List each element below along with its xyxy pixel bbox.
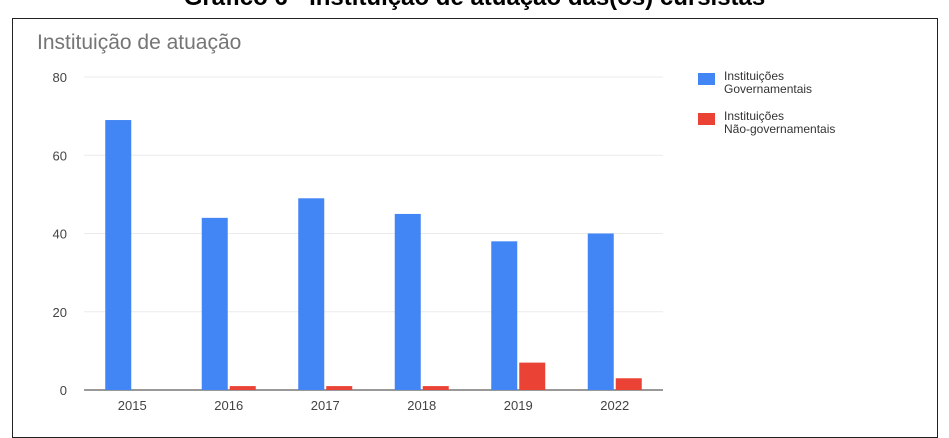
chart-frame — [12, 18, 938, 438]
chart-title: Instituição de atuação — [37, 31, 242, 54]
legend-label: Instituições Governamentais — [724, 69, 812, 96]
x-tick-label: 2017 — [311, 398, 340, 413]
bar-nao-governamentais — [229, 386, 256, 390]
x-tick-label: 2015 — [118, 398, 147, 413]
bar-chart: 0 20 40 60 80 2015 2016 2017 2018 2019 2022 Institu… — [53, 69, 836, 413]
x-tick-label: 2018 — [407, 398, 436, 413]
bar-nao-governamentais — [615, 378, 642, 390]
legend-swatch — [698, 73, 715, 85]
bar-governamentais — [105, 120, 132, 390]
legend-swatch — [698, 113, 715, 125]
bar-governamentais — [587, 233, 614, 390]
x-tick-label: 2022 — [600, 398, 629, 413]
y-tick-label: 20 — [53, 305, 67, 320]
x-tick-label: 2016 — [214, 398, 243, 413]
figure-caption: Gráfico 6 - Instituição de atuação das(o… — [0, 0, 949, 12]
y-tick-label: 0 — [60, 383, 67, 398]
y-tick-label: 80 — [53, 70, 67, 85]
bar-nao-governamentais — [519, 362, 546, 390]
bar-governamentais — [298, 198, 325, 390]
y-tick-label: 40 — [53, 227, 67, 242]
bar-governamentais — [491, 241, 518, 390]
bar-nao-governamentais — [326, 386, 353, 390]
bar-governamentais — [201, 217, 228, 390]
x-tick-label: 2019 — [504, 398, 533, 413]
legend-label: Instituições Não-governamentais — [724, 109, 835, 136]
bar-governamentais — [394, 213, 421, 390]
y-tick-label: 60 — [53, 148, 67, 163]
bar-nao-governamentais — [422, 386, 449, 390]
